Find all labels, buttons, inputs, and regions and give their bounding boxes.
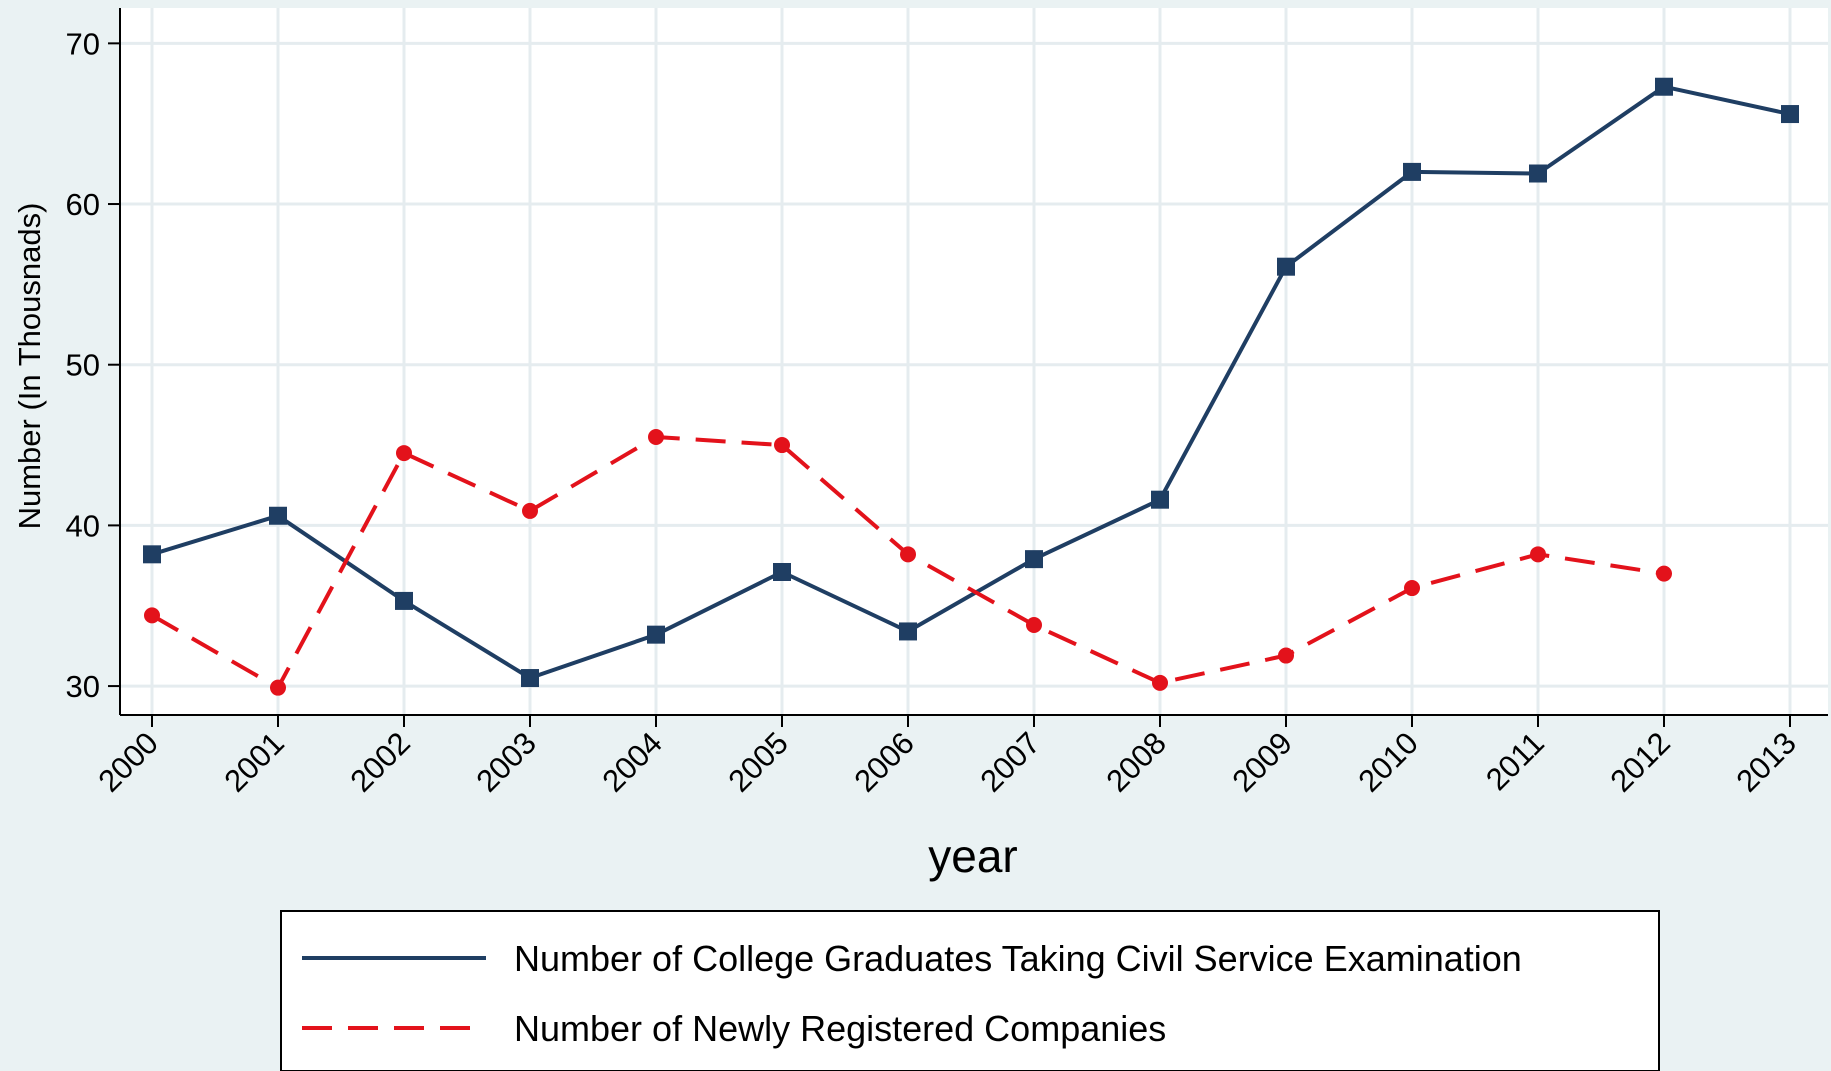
y-tick-label: 70 xyxy=(66,26,100,61)
legend-box xyxy=(280,910,1660,1071)
data-point-marker xyxy=(774,437,790,454)
plot-area xyxy=(120,8,1828,715)
data-point-marker xyxy=(1152,674,1168,691)
data-point-marker xyxy=(1781,105,1799,124)
legend-label-companies: Number of Newly Registered Companies xyxy=(514,1008,1166,1049)
data-point-marker xyxy=(1530,546,1546,563)
data-point-marker xyxy=(1026,617,1042,634)
data-point-marker xyxy=(143,545,161,564)
data-point-marker xyxy=(1656,565,1672,582)
data-point-marker xyxy=(269,506,287,525)
data-point-marker xyxy=(396,445,412,462)
data-point-marker xyxy=(1278,647,1294,664)
data-point-marker xyxy=(395,591,413,610)
data-point-marker xyxy=(521,669,539,688)
data-point-marker xyxy=(773,562,791,581)
y-tick-label: 50 xyxy=(66,348,100,383)
data-point-marker xyxy=(1403,162,1421,181)
y-tick-label: 30 xyxy=(66,669,100,704)
y-axis-title: Number (In Thousnads) xyxy=(12,203,47,530)
data-point-marker xyxy=(1529,164,1547,183)
series-line xyxy=(151,84,1791,680)
data-point-marker xyxy=(1277,257,1295,276)
y-tick-label: 40 xyxy=(66,508,100,543)
y-axis-ticks: 30 40 50 60 70 xyxy=(66,26,120,704)
data-point-marker xyxy=(522,502,538,519)
legend: Number of College Graduates Taking Civil… xyxy=(280,910,1660,1071)
data-point-marker xyxy=(270,679,286,696)
x-axis-title: year xyxy=(928,830,1017,882)
data-point-marker xyxy=(1404,580,1420,597)
series xyxy=(143,77,1799,696)
data-point-marker xyxy=(1655,77,1673,96)
data-point-marker xyxy=(1025,550,1043,569)
grid xyxy=(120,8,1828,715)
data-point-marker xyxy=(900,546,916,563)
data-point-marker xyxy=(647,625,665,644)
data-point-marker xyxy=(1151,490,1169,509)
data-point-marker xyxy=(648,429,664,446)
data-point-marker xyxy=(144,607,160,624)
series-2 xyxy=(144,429,1672,696)
y-tick-label: 60 xyxy=(66,187,100,222)
legend-label-graduates: Number of College Graduates Taking Civil… xyxy=(514,938,1522,979)
data-point-marker xyxy=(899,622,917,641)
series-1 xyxy=(143,77,1799,688)
